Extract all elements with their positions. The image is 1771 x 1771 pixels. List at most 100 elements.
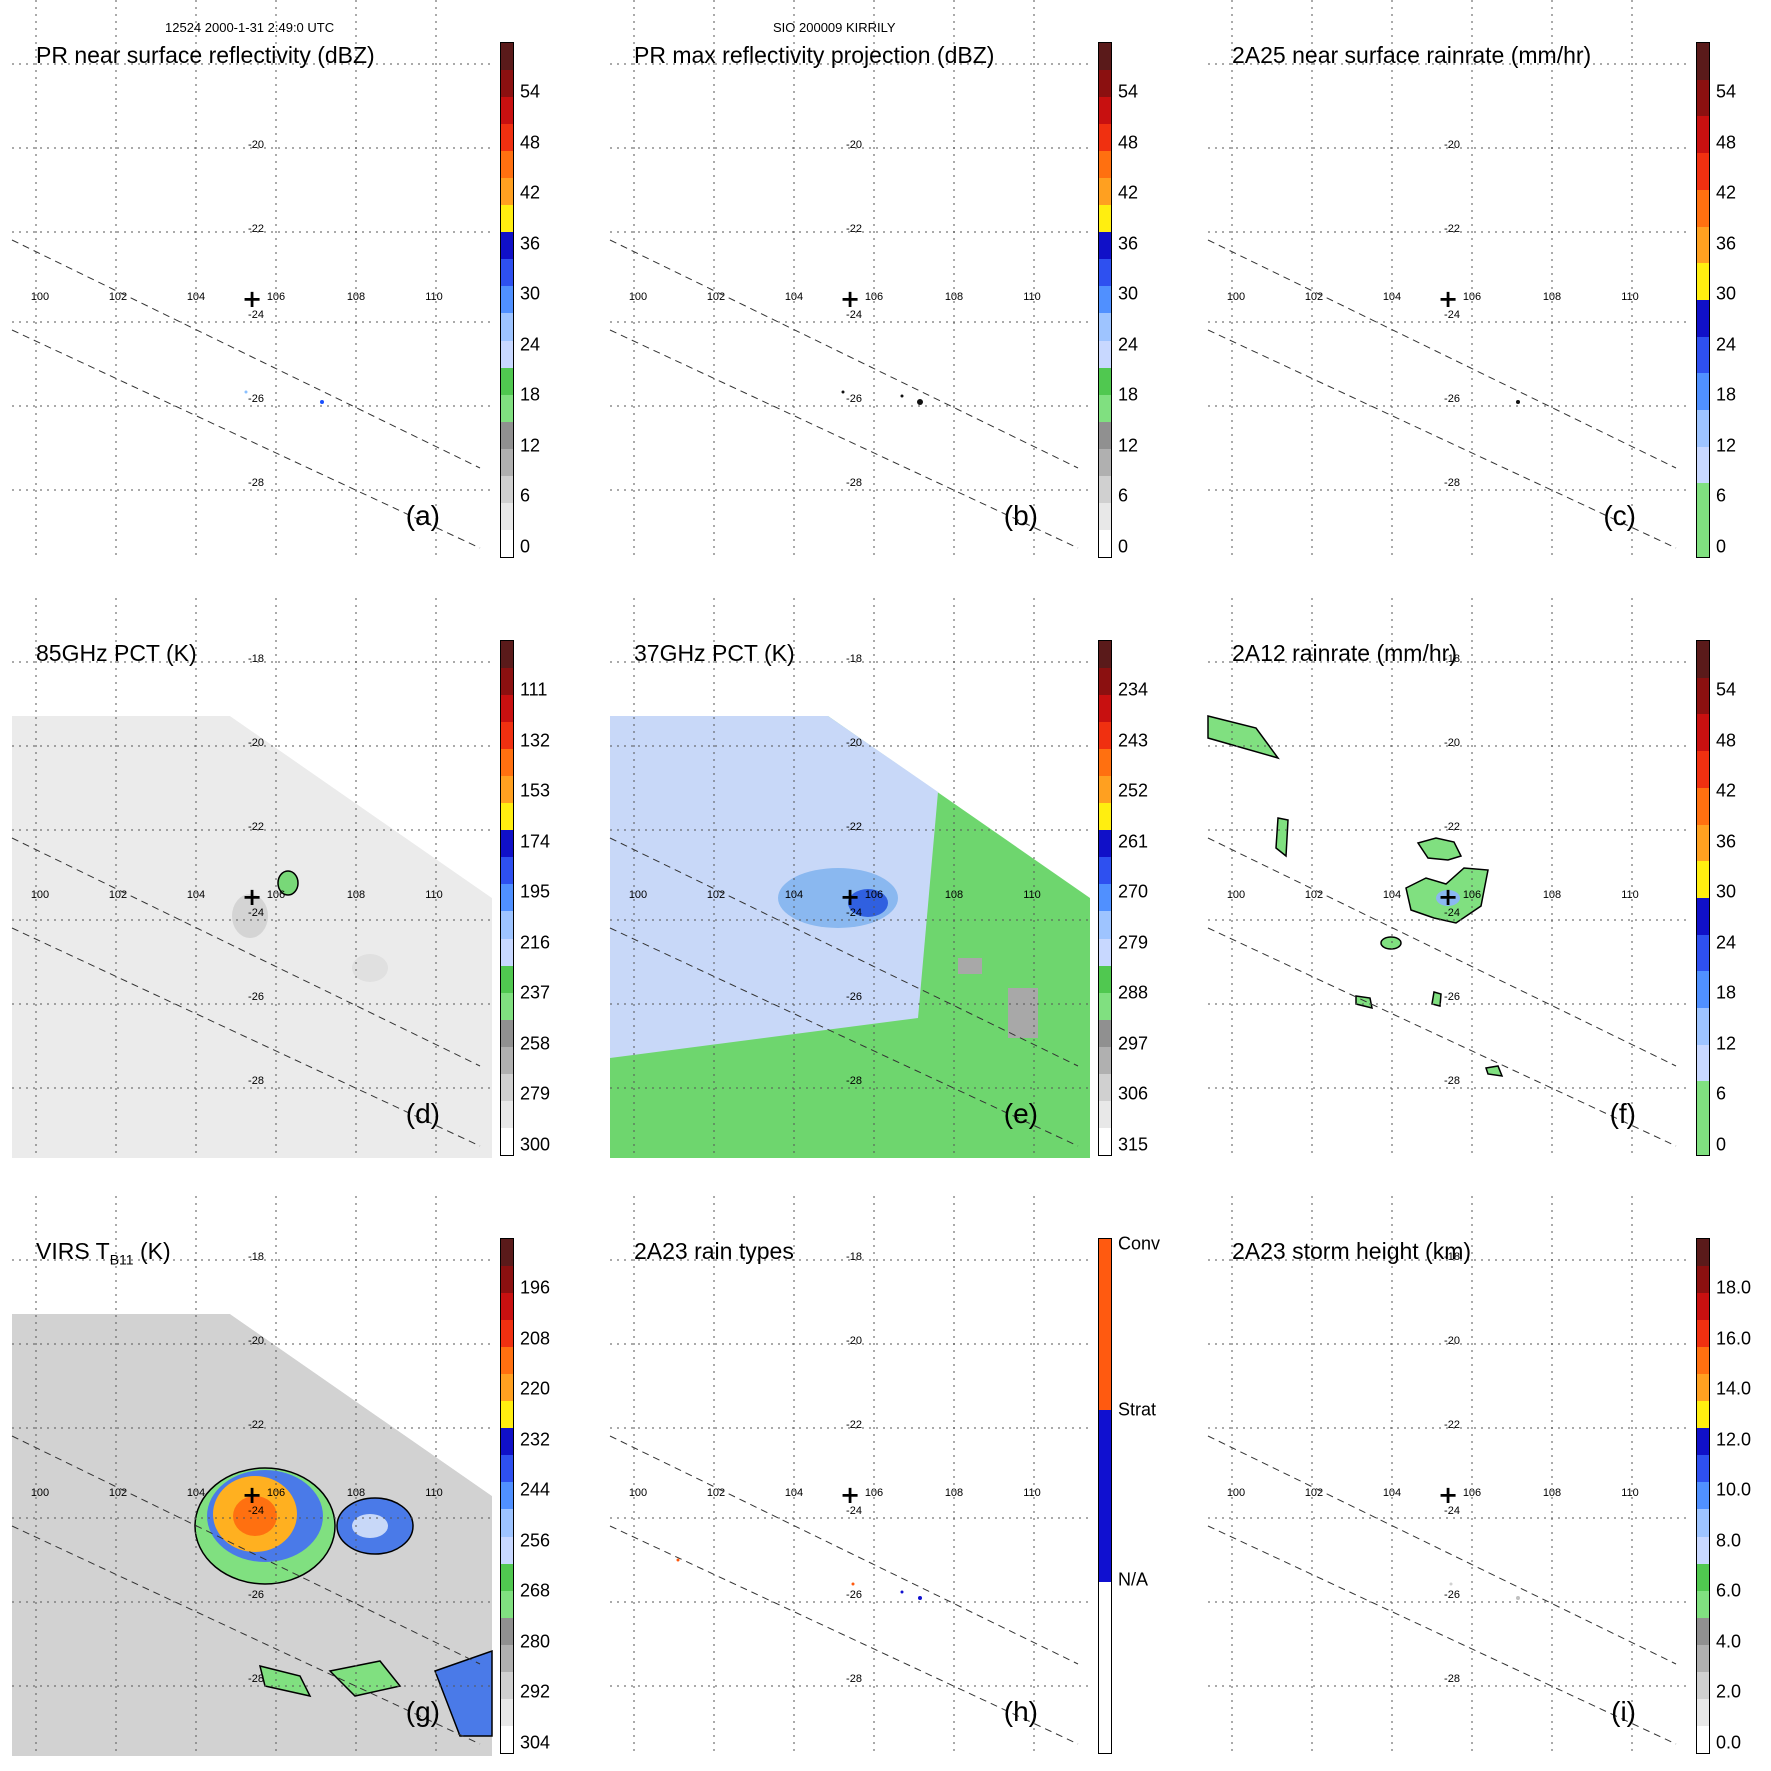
colorbar-swatch xyxy=(1697,1590,1709,1618)
colorbar-swatch xyxy=(1697,299,1709,337)
colorbar-swatch xyxy=(501,178,513,206)
colorbar-swatch xyxy=(1099,475,1111,503)
latitude-label: -18 xyxy=(1444,653,1460,665)
longitude-label: 108 xyxy=(347,889,365,901)
longitude-label: 110 xyxy=(425,1487,443,1499)
longitude-label: 104 xyxy=(785,1487,803,1499)
colorbar-swatch xyxy=(1099,830,1111,858)
latitude-label: -26 xyxy=(846,393,862,405)
panel-a: 100 102 104 106 108 110 -20 -22 -24 -26 -28 + PR n… xyxy=(0,0,560,560)
colorbar-swatch xyxy=(501,475,513,503)
colorbar-i xyxy=(1696,1238,1710,1754)
colorbar-swatch xyxy=(1099,1046,1111,1074)
panel-f: 100 102 104 106 108 110 -18 -20 -22 -24 -26 -28 + 2… xyxy=(1196,598,1756,1158)
storm-center-icon: + xyxy=(1438,883,1458,911)
tick-i-1: 16.0 xyxy=(1716,1328,1752,1348)
latitude-label: -24 xyxy=(248,1505,264,1517)
latitude-label: -22 xyxy=(248,821,264,833)
colorbar-swatch xyxy=(1099,1019,1111,1047)
longitude-label: 100 xyxy=(629,291,647,303)
tick-d-3: 174 xyxy=(520,831,551,851)
tick-g-5: 256 xyxy=(520,1530,551,1550)
panel-d-title: 85GHz PCT (K) xyxy=(36,640,197,666)
tick-a-0: 54 xyxy=(520,81,541,102)
colorbar-swatch xyxy=(1099,965,1111,993)
colorbar-swatch xyxy=(501,695,513,723)
longitude-label: 108 xyxy=(347,1487,365,1499)
colorbar-swatch xyxy=(1099,641,1111,669)
map-c: 100 102 104 106 108 110 -20 -22 -24 -26 -28 + xyxy=(1207,0,1688,560)
tick-g-9: 304 xyxy=(520,1732,551,1752)
latitude-label: -26 xyxy=(1444,393,1460,405)
latitude-label: -24 xyxy=(248,309,264,321)
tick-a-5: 24 xyxy=(520,334,541,354)
longitude-label: 108 xyxy=(945,1487,963,1499)
colorbar-swatch xyxy=(1697,897,1709,935)
colorbar-swatch xyxy=(501,1725,513,1753)
tick-c-5: 24 xyxy=(1716,334,1737,354)
longitude-label: 104 xyxy=(785,889,803,901)
colorbar-swatch xyxy=(1697,787,1709,825)
tick-c-7: 12 xyxy=(1716,435,1737,455)
map-i: 100 102 104 106 108 110 -18 -20 -22 -24 -26 -28 + xyxy=(1207,1196,1688,1756)
panel-d-label: (d) xyxy=(405,1098,440,1129)
tick-e-3: 261 xyxy=(1118,831,1149,851)
colorbar-f xyxy=(1696,640,1710,1156)
colorbar-swatch xyxy=(1099,1581,1111,1753)
tick-d-9: 300 xyxy=(520,1134,551,1154)
panel-e: 100 102 104 106 108 110 -18 -20 -22 -24 -26 -28 + 3… xyxy=(598,598,1158,1158)
colorbar-d xyxy=(500,640,514,1156)
colorbar-swatch xyxy=(501,749,513,777)
colorbar-swatch xyxy=(1697,116,1709,154)
tick-e-0: 234 xyxy=(1118,679,1149,700)
panel-b: 100 102 104 106 108 110 -20 -22 -24 -26 -28 + PR m… xyxy=(598,0,1158,560)
storm-center-icon: + xyxy=(242,1481,262,1509)
colorbar-swatch xyxy=(501,857,513,885)
tick-c-6: 18 xyxy=(1716,384,1737,405)
colorbar-swatch xyxy=(1697,226,1709,264)
panel-a-title: PR near surface reflectivity (dBZ) xyxy=(36,42,375,68)
colorbar-swatch xyxy=(501,992,513,1020)
longitude-label: 108 xyxy=(1543,291,1561,303)
colorbar-swatch xyxy=(501,1374,513,1402)
tick-g-1: 208 xyxy=(520,1328,551,1348)
tick-i-2: 14.0 xyxy=(1716,1378,1752,1399)
latitude-label: -28 xyxy=(846,1673,862,1685)
panel-g-title-main: VIRS T xyxy=(36,1238,110,1264)
colorbar-swatch xyxy=(1697,1293,1709,1321)
longitude-label: 100 xyxy=(31,889,49,901)
tick-f-6: 18 xyxy=(1716,982,1737,1003)
longitude-label: 102 xyxy=(109,291,127,303)
latitude-label: -20 xyxy=(248,1335,264,1347)
colorbar-swatch xyxy=(501,668,513,696)
longitude-label: 102 xyxy=(1305,889,1323,901)
colorbar-swatch xyxy=(1099,394,1111,422)
latitude-label: -26 xyxy=(248,1589,264,1601)
latitude-label: -24 xyxy=(846,1505,862,1517)
tick-i-9: 0.0 xyxy=(1716,1732,1742,1752)
colorbar-swatch xyxy=(501,1590,513,1618)
colorbar-swatch xyxy=(501,1536,513,1564)
colorbar-swatch xyxy=(501,938,513,966)
colorbar-swatch xyxy=(501,1046,513,1074)
tick-d-0: 111 xyxy=(520,679,548,700)
storm-center-icon: + xyxy=(840,285,860,313)
tick-i-7: 4.0 xyxy=(1716,1631,1742,1651)
tick-f-4: 30 xyxy=(1716,881,1737,902)
colorbar-swatch xyxy=(1099,992,1111,1020)
longitude-label: 110 xyxy=(1621,1487,1639,1499)
colorbar-swatch xyxy=(501,1320,513,1348)
tick-e-1: 243 xyxy=(1118,730,1149,750)
colorbar-swatch xyxy=(1099,151,1111,179)
latitude-label: -20 xyxy=(1444,737,1460,749)
latitude-label: -28 xyxy=(1444,477,1460,489)
colorbar-swatch xyxy=(501,1617,513,1645)
colorbar-swatch xyxy=(501,421,513,449)
latitude-label: -28 xyxy=(846,477,862,489)
latitude-label: -22 xyxy=(1444,223,1460,235)
colorbar-swatch xyxy=(501,124,513,152)
tick-g-8: 292 xyxy=(520,1681,551,1702)
colorbar-swatch xyxy=(501,1698,513,1726)
colorbar-swatch xyxy=(501,776,513,804)
colorbar-swatch xyxy=(501,830,513,858)
